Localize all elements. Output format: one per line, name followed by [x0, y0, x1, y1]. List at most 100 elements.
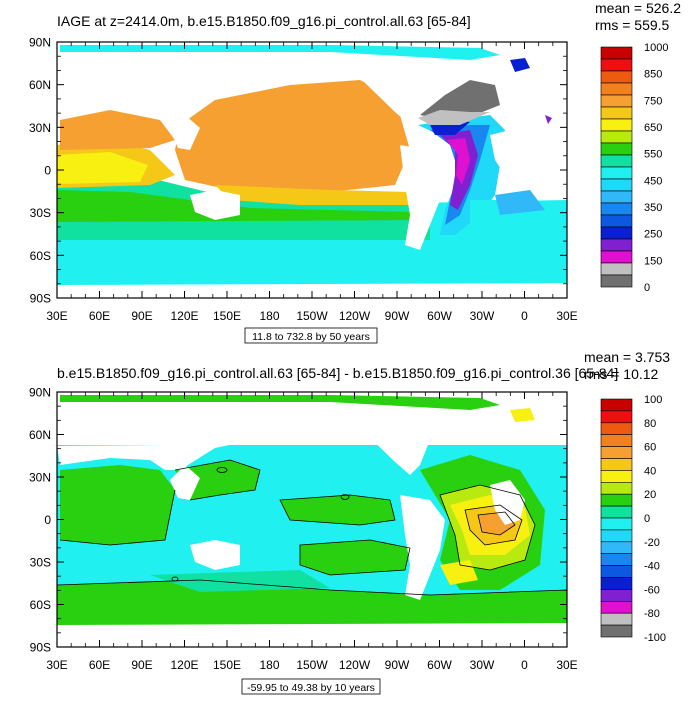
lon-tick-label: 60W: [427, 309, 452, 323]
colorbar-swatch: [600, 46, 633, 60]
lon-tick-label: 0: [521, 658, 528, 672]
colorbar-swatch: [600, 505, 633, 519]
lon-tick-label: 60E: [89, 309, 110, 323]
colorbar-label: -80: [644, 608, 660, 620]
colorbar-swatch: [600, 458, 633, 471]
panel-2: mean = 3.753 rms = 10.12 b.e15.B1850.f09…: [29, 349, 670, 695]
colorbar-swatch: [600, 529, 633, 543]
panel-1-lon-axis: 30E 60E 90E 120E 150E 180 150W 120W 90W 60W 30W 0 30…: [46, 42, 578, 323]
lat-tick-label: 60S: [30, 598, 51, 612]
panel-1-title: IAGE at z=2414.0m, b.e15.B1850.f09_g16.p…: [57, 13, 471, 29]
lon-tick-label: 90W: [385, 309, 410, 323]
colorbar-swatch: [600, 238, 633, 252]
colorbar-swatch: [600, 517, 633, 531]
colorbar-swatch: [600, 226, 633, 240]
colorbar-swatch: [600, 446, 633, 459]
colorbar-label: 0: [644, 282, 650, 294]
colorbar-swatch: [600, 274, 633, 288]
lat-tick-label: 60S: [30, 249, 51, 263]
panel-1-map: [57, 42, 567, 298]
colorbar-label: 0: [644, 513, 650, 525]
colorbar-label: 650: [644, 122, 662, 134]
lon-tick-label: 120W: [339, 658, 371, 672]
colorbar-swatch: [600, 82, 633, 96]
colorbar-label: 250: [644, 229, 662, 241]
colorbar-label: 40: [644, 465, 656, 477]
panel-1-rms: rms = 559.5: [595, 17, 670, 33]
lon-tick-label: 30E: [46, 309, 67, 323]
lon-tick-label: 90E: [131, 309, 152, 323]
lon-tick-label: 120E: [170, 309, 198, 323]
colorbar-swatch: [600, 190, 633, 204]
lat-tick-label: 0: [44, 164, 51, 178]
panel-2-map: [57, 392, 567, 647]
lat-tick-label: 90S: [30, 641, 51, 655]
colorbar-swatch: [600, 70, 633, 84]
lon-tick-label: 30E: [556, 309, 577, 323]
lat-tick-label: 30N: [29, 471, 51, 485]
colorbar-label: 80: [644, 418, 656, 430]
lon-tick-label: 90W: [385, 658, 410, 672]
colorbar-swatch: [600, 262, 633, 276]
colorbar-swatch: [600, 612, 633, 626]
panel-2-range-box: [241, 678, 381, 695]
colorbar-swatch: [600, 166, 633, 180]
colorbar-label: 350: [644, 202, 662, 214]
colorbar-label: 550: [644, 149, 662, 161]
colorbar-label: 850: [644, 69, 662, 81]
colorbar-label: 1000: [644, 42, 668, 54]
lon-tick-label: 60W: [427, 658, 452, 672]
colorbar-label: 20: [644, 489, 656, 501]
panel-1-colorbar: 1000 850 750 650 550 450 350 250 150 0: [600, 42, 668, 294]
colorbar-label: -60: [644, 584, 660, 596]
panel-1-mean: mean = 526.2: [595, 0, 681, 16]
lat-tick-label: 30S: [30, 206, 51, 220]
colorbar-label: -20: [644, 537, 660, 549]
panel-2-lat-axis: 90N 60N 30N 0 30S 60S 90S: [29, 386, 567, 655]
panel-1-range-box: [244, 327, 378, 344]
lat-tick-label: 90N: [29, 36, 51, 50]
lon-tick-label: 120E: [170, 658, 198, 672]
colorbar-swatch: [600, 202, 633, 216]
panel-1: IAGE at z=2414.0m, b.e15.B1850.f09_g16.p…: [29, 0, 681, 344]
colorbar-swatch: [600, 422, 633, 435]
colorbar-swatch: [600, 577, 633, 590]
colorbar-swatch: [600, 118, 633, 132]
lon-tick-label: 90E: [131, 658, 152, 672]
lon-tick-label: 120W: [339, 309, 371, 323]
lon-tick-label: 150W: [296, 658, 328, 672]
lat-tick-label: 60N: [29, 78, 51, 92]
colorbar-swatch: [600, 250, 633, 264]
colorbar-swatch: [600, 493, 633, 507]
colorbar-swatch: [600, 178, 633, 192]
panel-2-rms: rms = 10.12: [584, 366, 659, 382]
lon-tick-label: 150E: [213, 309, 241, 323]
lon-tick-label: 0: [521, 309, 528, 323]
panel-2-title: b.e15.B1850.f09_g16.pi_control.all.63 [6…: [57, 365, 618, 381]
colorbar-swatch: [600, 600, 633, 614]
lon-tick-label: 30E: [556, 658, 577, 672]
colorbar-swatch: [600, 589, 633, 602]
colorbar-swatch: [600, 58, 633, 72]
colorbar-swatch: [600, 398, 633, 412]
colorbar-swatch: [600, 565, 633, 578]
panel-1-range: 11.8 to 732.8 by 50 years: [252, 331, 370, 343]
lon-tick-label: 180: [259, 658, 279, 672]
lat-tick-label: 30S: [30, 556, 51, 570]
colorbar-label: 750: [644, 95, 662, 107]
colorbar-swatch: [600, 410, 633, 424]
panel-2-mean: mean = 3.753: [584, 349, 670, 365]
lon-tick-label: 30E: [46, 658, 67, 672]
lat-tick-label: 90S: [30, 292, 51, 306]
lon-tick-label: 30W: [470, 309, 495, 323]
colorbar-swatch: [600, 553, 633, 566]
colorbar-swatch: [600, 470, 633, 483]
lon-tick-label: 30W: [470, 658, 495, 672]
colorbar-label: 450: [644, 175, 662, 187]
lat-tick-label: 0: [44, 513, 51, 527]
colorbar-swatch: [600, 541, 633, 554]
colorbar-swatch: [600, 434, 633, 447]
colorbar-label: 60: [644, 442, 656, 454]
colorbar-swatch: [600, 624, 633, 638]
